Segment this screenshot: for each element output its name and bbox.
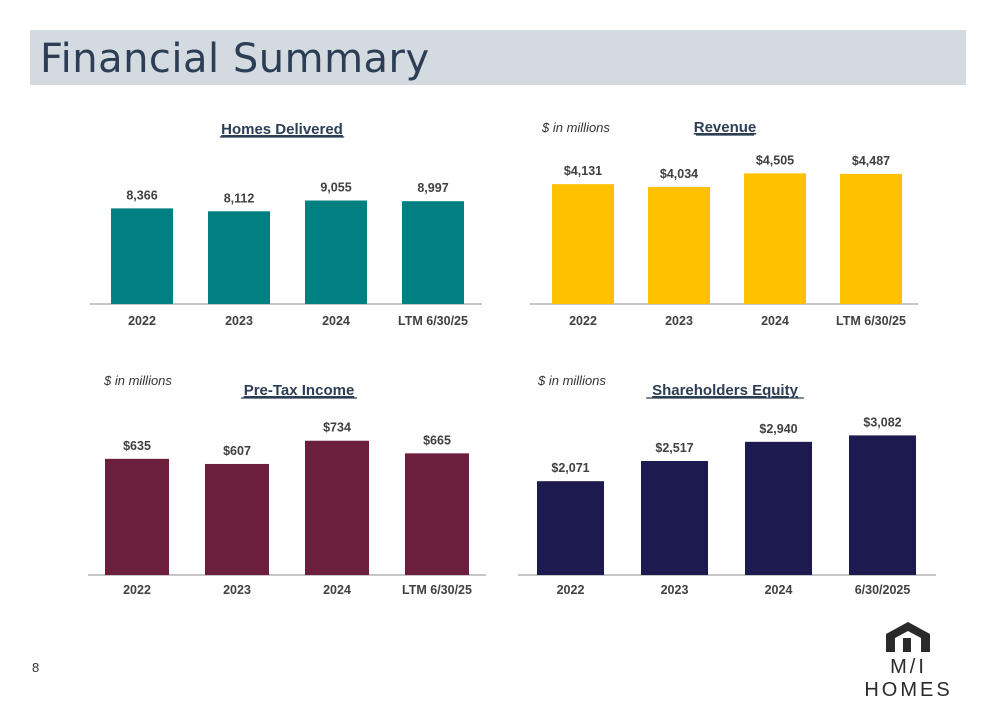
data-label: $607 [223,444,251,458]
unit-note: $ in millions [541,120,610,135]
bar-2024 [744,173,806,304]
category-label: LTM 6/30/25 [836,314,906,328]
chart-homes-delivered: Homes Delivered 8,366 2022 8,112 2023 9,055 20… [90,121,482,328]
data-label: $2,071 [551,461,589,475]
data-label: 8,112 [224,191,255,205]
chart-shareholders-equity: Shareholders Equity $ in millions $2,071 20… [518,373,936,597]
data-label: $635 [123,439,151,453]
house-logo-icon [886,622,930,652]
data-label: $734 [323,421,351,435]
bar-2023 [641,460,708,575]
bar-2023 [208,211,270,304]
chart-title: Homes Delivered [221,121,343,138]
data-label: $4,034 [660,167,698,181]
data-label: $665 [423,433,451,447]
chart-title: Pre-Tax Income [244,382,355,399]
category-label: 2022 [569,314,597,328]
data-label: $4,505 [756,153,794,167]
category-label: 2024 [322,314,350,328]
category-label: 2022 [557,583,585,597]
bar-ltm-6-30-25 [405,453,469,575]
category-label: 2023 [223,583,251,597]
chart-title: Revenue [694,119,757,136]
company-logo: M/I HOMES [846,620,971,701]
unit-note: $ in millions [103,373,172,388]
category-label: 2023 [661,583,689,597]
data-label: $3,082 [863,415,901,429]
brand-name: M/I HOMES [864,656,953,701]
chart-title: Shareholders Equity [652,382,799,399]
bar-2023 [205,463,269,575]
category-label: 2024 [323,583,351,597]
bar-2022 [111,208,173,304]
chart-pre-tax-income: Pre-Tax Income $ in millions $635 2022 $607 2… [88,373,486,597]
data-label: 8,997 [417,181,448,195]
title-bar: Financial Summary [30,30,966,85]
data-label: $4,487 [852,154,890,168]
category-label: LTM 6/30/25 [402,583,472,597]
bar-2022 [537,481,604,575]
data-label: $2,517 [655,441,693,455]
bar-6-30-2025 [849,435,916,575]
category-label: 6/30/2025 [855,583,911,597]
bar-ltm-6-30-25 [402,201,464,304]
category-label: LTM 6/30/25 [398,314,468,328]
bar-2022 [105,458,169,575]
data-label: 9,055 [320,181,351,195]
chart-revenue: Revenue $ in millions $4,131 2022 $4,034 2023… [530,119,918,328]
page-title: Financial Summary [40,36,430,82]
category-label: 2023 [665,314,693,328]
page-number: 8 [32,660,40,675]
bar-2024 [745,441,812,575]
data-label: 8,366 [126,188,157,202]
bar-2024 [305,440,369,575]
bar-ltm-6-30-25 [840,173,902,304]
category-label: 2022 [128,314,156,328]
category-label: 2023 [225,314,253,328]
data-label: $2,940 [759,422,797,436]
category-label: 2024 [765,583,793,597]
category-label: 2024 [761,314,789,328]
unit-note: $ in millions [537,373,606,388]
bar-2023 [648,187,710,304]
category-label: 2022 [123,583,151,597]
bar-2022 [552,184,614,304]
bar-2024 [305,200,367,304]
data-label: $4,131 [564,164,602,178]
